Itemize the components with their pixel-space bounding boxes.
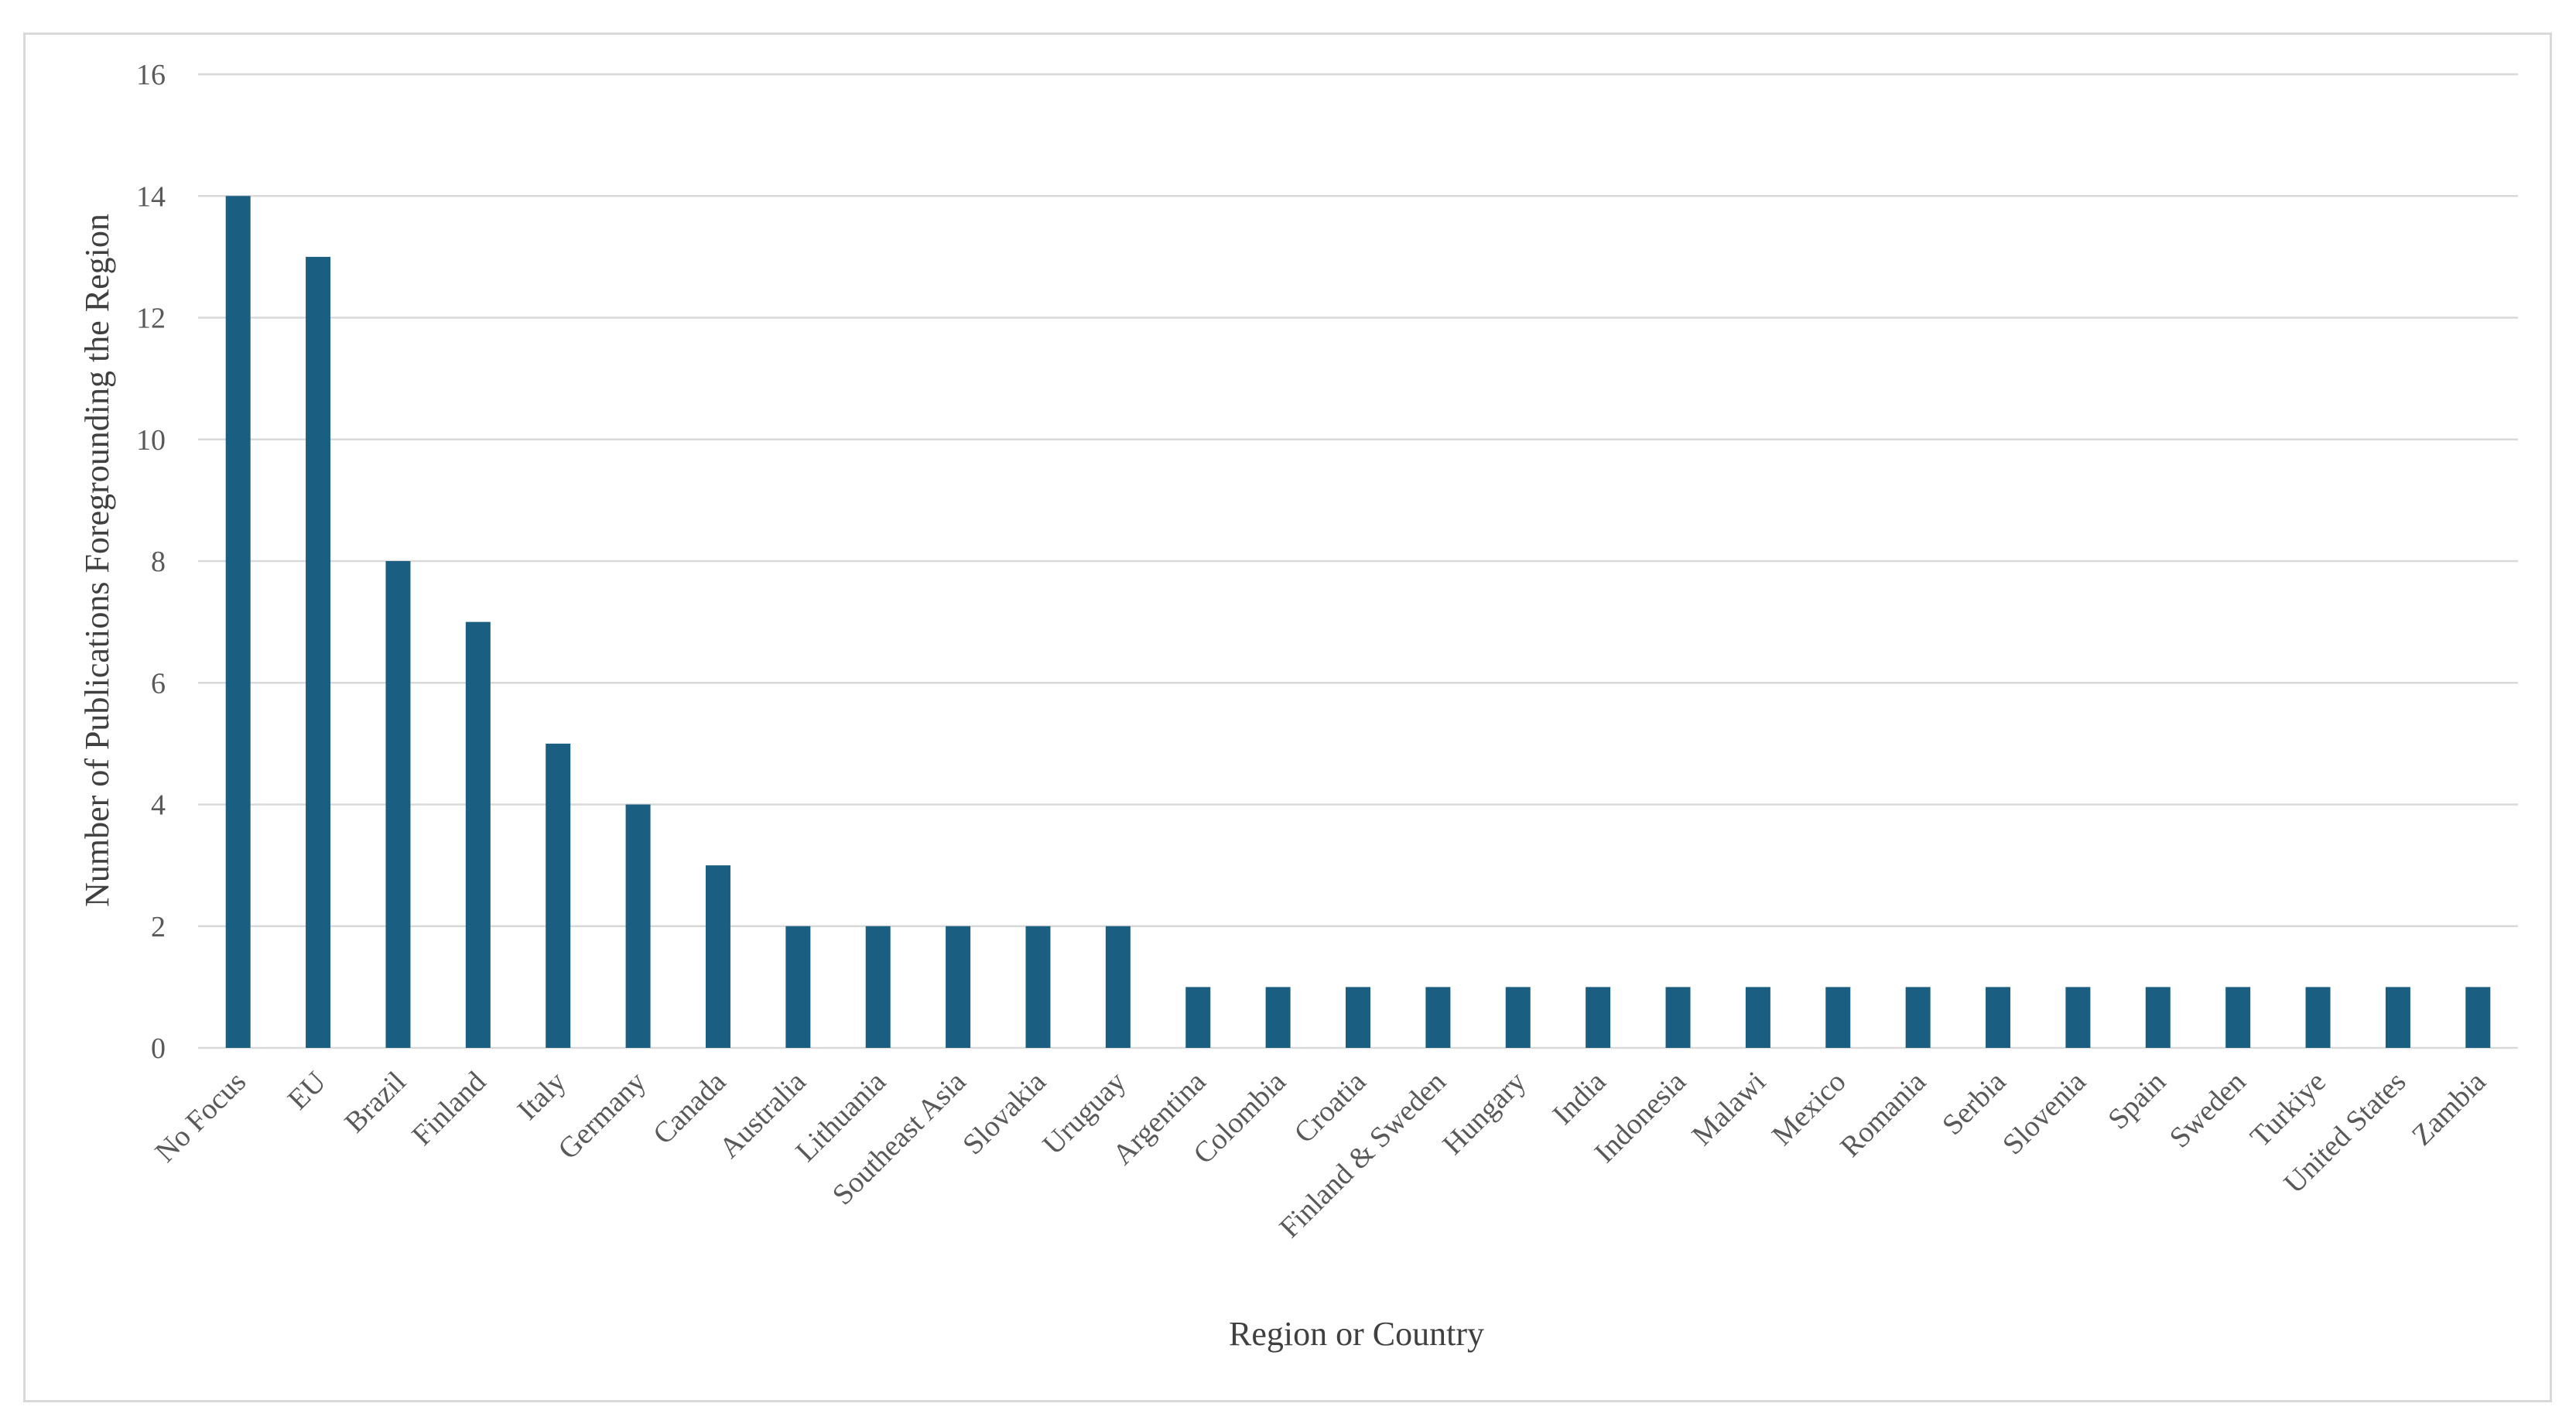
bar-finland-sweden [1425,987,1451,1048]
chart-frame [23,33,2552,1402]
bar-argentina [1185,987,1211,1048]
bar-united-states [2385,987,2410,1048]
bar-croatia [1346,987,1370,1048]
y-tick-label: 4 [151,789,166,822]
x-tick-label: Slovakia [956,1066,1052,1162]
x-tick-label: Spain [2102,1066,2172,1136]
x-tick-label: Italy [511,1066,573,1127]
x-tick-label: Hungary [1436,1066,1532,1162]
x-tick-label: Serbia [1936,1066,2012,1142]
x-tick-label: Zambia [2406,1066,2492,1152]
gridlines [198,73,2518,1049]
y-axis-ticks: 0 2 4 6 8 10 12 14 16 [136,59,166,1065]
x-tick-label: Brazil [338,1066,412,1139]
bar-sweden [2225,987,2251,1048]
y-tick-label: 12 [136,303,166,335]
bar-australia [785,926,811,1048]
x-tick-label: Sweden [2164,1066,2253,1155]
bar-eu [306,256,331,1048]
bar-zambia [2465,987,2491,1048]
bar-colombia [1265,987,1291,1048]
bar-brazil [385,561,411,1048]
x-tick-label: Germany [552,1066,652,1166]
bar-malawi [1745,987,1770,1048]
x-axis-title: Region or Country [1229,1315,1484,1353]
bars [225,196,2491,1048]
y-tick-label: 2 [151,911,166,943]
bar-no-focus [225,196,251,1048]
bar-spain [2145,987,2171,1048]
bar-canada [705,865,730,1048]
y-tick-label: 16 [136,59,166,91]
x-tick-label: India [1547,1066,1613,1131]
bar-italy [546,743,571,1048]
bar-uruguay [1105,926,1131,1048]
x-tick-label: No Focus [149,1066,252,1169]
bar-lithuania [865,926,891,1048]
y-tick-label: 10 [136,424,166,457]
bar-germany [625,804,651,1048]
x-tick-label: Romania [1834,1066,1932,1164]
bar-mexico [1825,987,1851,1048]
x-tick-label: Malawi [1685,1066,1772,1152]
y-tick-label: 14 [136,180,166,213]
x-tick-label: EU [282,1066,333,1117]
bar-turkiye [2305,987,2331,1048]
y-tick-label: 6 [151,667,166,700]
bar-serbia [1986,987,2011,1048]
bar-slovenia [2065,987,2091,1048]
bar-slovakia [1025,926,1051,1048]
bar-finland [465,621,491,1048]
bar-romania [1905,987,1931,1048]
bar-hungary [1505,987,1531,1048]
x-tick-label: Slovenia [1996,1066,2092,1162]
x-tick-label: Finland [405,1066,492,1152]
bar-southeast-asia [946,926,971,1048]
bar-indonesia [1665,987,1691,1048]
bar-india [1586,987,1611,1048]
y-axis-title: Number of Publications Foregrounding the… [78,214,116,907]
y-tick-label: 0 [151,1032,166,1065]
y-tick-label: 8 [151,546,166,578]
